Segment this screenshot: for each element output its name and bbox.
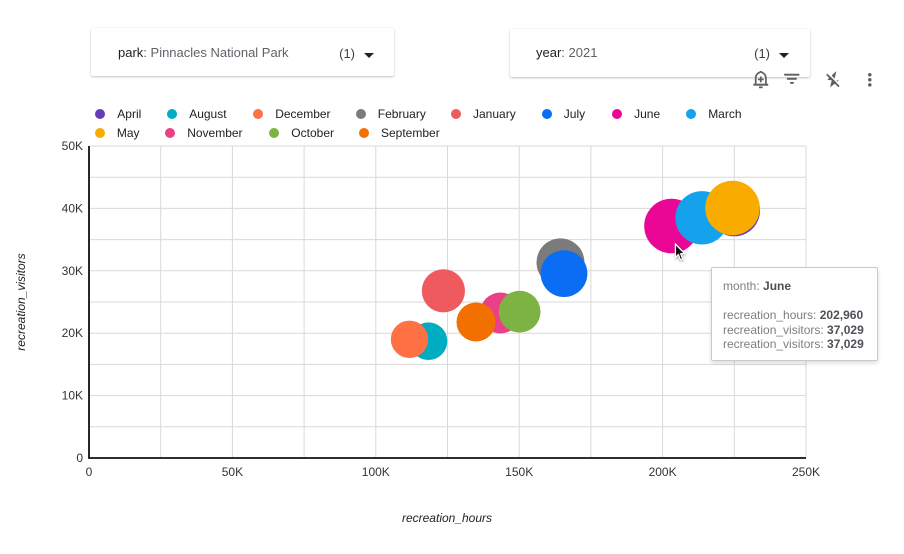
svg-text:150K: 150K [505,465,533,479]
svg-text:recreation_visitors: recreation_visitors [14,253,28,350]
svg-text:100K: 100K [362,465,390,479]
svg-text:30K: 30K [62,264,83,278]
svg-text:0: 0 [76,451,83,465]
svg-text:20K: 20K [62,326,83,340]
svg-text:250K: 250K [792,465,820,479]
svg-text:10K: 10K [62,389,83,403]
svg-text:40K: 40K [62,201,83,215]
svg-text:50K: 50K [222,465,243,479]
svg-text:50K: 50K [62,139,83,153]
svg-text:200K: 200K [649,465,677,479]
svg-text:0: 0 [86,465,93,479]
svg-text:recreation_hours: recreation_hours [402,511,492,525]
